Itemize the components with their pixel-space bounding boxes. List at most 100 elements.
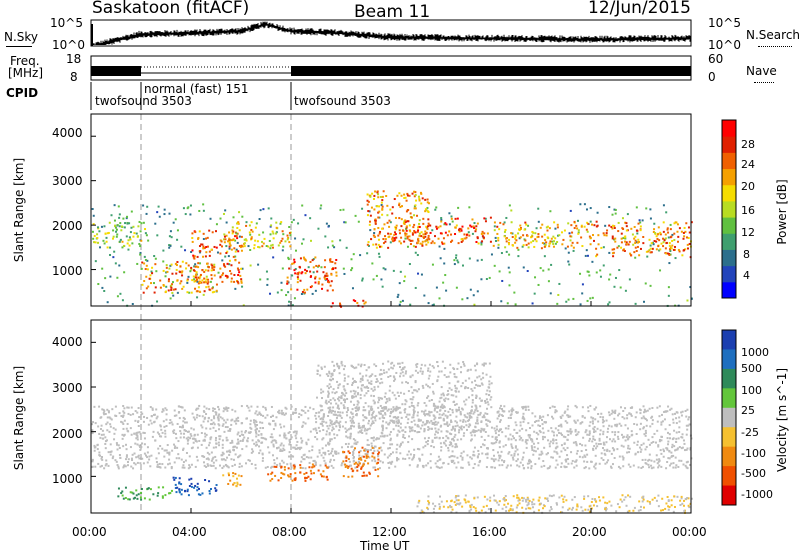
velocity-cell xyxy=(440,500,443,503)
power-cell xyxy=(404,219,407,222)
xtick-0400: 04:00 xyxy=(172,525,207,539)
velocity-cell xyxy=(357,407,360,410)
velocity-cell xyxy=(248,431,251,434)
velocity-cell xyxy=(178,482,181,485)
velocity-cell xyxy=(575,434,578,437)
velocity-cell xyxy=(408,464,411,467)
velocity-cell xyxy=(344,463,347,466)
power-cell xyxy=(471,218,474,221)
velocity-cell xyxy=(550,508,553,511)
velocity-cell xyxy=(387,447,390,450)
velocity-cell xyxy=(199,493,202,496)
velocity-cell xyxy=(418,459,421,462)
power-cell xyxy=(649,244,652,247)
velocity-cell xyxy=(460,452,463,455)
power-cell xyxy=(258,218,261,221)
velocity-cell xyxy=(105,463,108,466)
power-cell xyxy=(369,195,372,198)
power-cell xyxy=(137,225,140,228)
velocity-cell xyxy=(217,405,220,408)
velocity-cell xyxy=(343,451,346,454)
velocity-cell xyxy=(161,410,164,413)
velocity-cell xyxy=(391,460,394,463)
velocity-cell xyxy=(464,494,467,497)
velocity-cell xyxy=(234,410,237,413)
power-cell xyxy=(242,304,245,307)
power-cell xyxy=(448,212,451,215)
power-cell xyxy=(419,242,422,245)
power-cell xyxy=(330,272,333,275)
velocity-cell xyxy=(293,465,296,468)
power-cell xyxy=(296,272,299,275)
velocity-cell xyxy=(92,421,95,424)
velocity-cell xyxy=(378,467,381,470)
velocity-cell xyxy=(587,406,590,409)
power-cell xyxy=(194,273,197,276)
velocity-cell xyxy=(499,420,502,423)
velocity-cell xyxy=(211,423,214,426)
power-cell xyxy=(155,270,158,273)
velocity-cell xyxy=(311,463,314,466)
power-cell xyxy=(228,239,231,242)
velocity-cell xyxy=(247,437,250,440)
power-cell xyxy=(176,238,179,241)
velocity-cell xyxy=(143,415,146,418)
velocity-cell xyxy=(314,463,317,466)
power-cell xyxy=(641,219,644,222)
power-cell xyxy=(226,276,229,279)
velocity-cell xyxy=(250,427,253,430)
velocity-cell xyxy=(592,448,595,451)
velocity-cell xyxy=(377,458,380,461)
power-cell xyxy=(611,227,614,230)
velocity-cell xyxy=(530,445,533,448)
velocity-cell xyxy=(651,436,654,439)
velocity-cell xyxy=(444,439,447,442)
velocity-cell xyxy=(106,408,109,411)
velocity-cell xyxy=(666,447,669,450)
power-cell xyxy=(412,226,415,229)
power-cell xyxy=(186,207,189,210)
power-cell xyxy=(176,279,179,282)
power-cell xyxy=(169,244,172,247)
velocity-cell xyxy=(182,464,185,467)
velocity-cell xyxy=(143,452,146,455)
power-cell xyxy=(329,260,332,263)
power-cell xyxy=(420,202,423,205)
velocity-cell xyxy=(290,418,293,421)
velocity-cell xyxy=(373,386,376,389)
velocity-cell xyxy=(460,466,463,469)
velocity-cell xyxy=(157,447,160,450)
power-cell xyxy=(202,232,205,235)
velocity-cell xyxy=(314,427,317,430)
velocity-cell xyxy=(364,448,367,451)
power-cell xyxy=(562,238,565,241)
power-cell xyxy=(367,241,370,244)
power-cell xyxy=(395,236,398,239)
power-cell xyxy=(524,228,527,231)
power-cell xyxy=(267,207,270,210)
velocity-cell xyxy=(464,501,467,504)
date-title: 12/Jun/2015 xyxy=(588,0,691,18)
velocity-cell xyxy=(183,417,186,420)
velocity-cell xyxy=(328,433,331,436)
velocity-cell xyxy=(600,457,603,460)
velocity-cell xyxy=(372,389,375,392)
velocity-cell xyxy=(507,437,510,440)
power-cell xyxy=(219,252,222,255)
velocity-cell xyxy=(569,428,572,431)
velocity-cell xyxy=(576,419,579,422)
power-cell xyxy=(567,222,570,225)
power-cell xyxy=(566,245,569,248)
velocity-cell xyxy=(159,445,162,448)
velocity-cell xyxy=(157,492,160,495)
velocity-cell xyxy=(202,439,205,442)
velocity-cell xyxy=(258,412,261,415)
power-cell xyxy=(636,241,639,244)
nsearch-tick-top: 10^5 xyxy=(708,16,741,30)
power-cell xyxy=(186,278,189,281)
velocity-cell xyxy=(540,453,543,456)
power-cell xyxy=(241,245,244,248)
power-cell xyxy=(424,230,427,233)
power-cell xyxy=(163,213,166,216)
velocity-cell xyxy=(511,508,514,511)
